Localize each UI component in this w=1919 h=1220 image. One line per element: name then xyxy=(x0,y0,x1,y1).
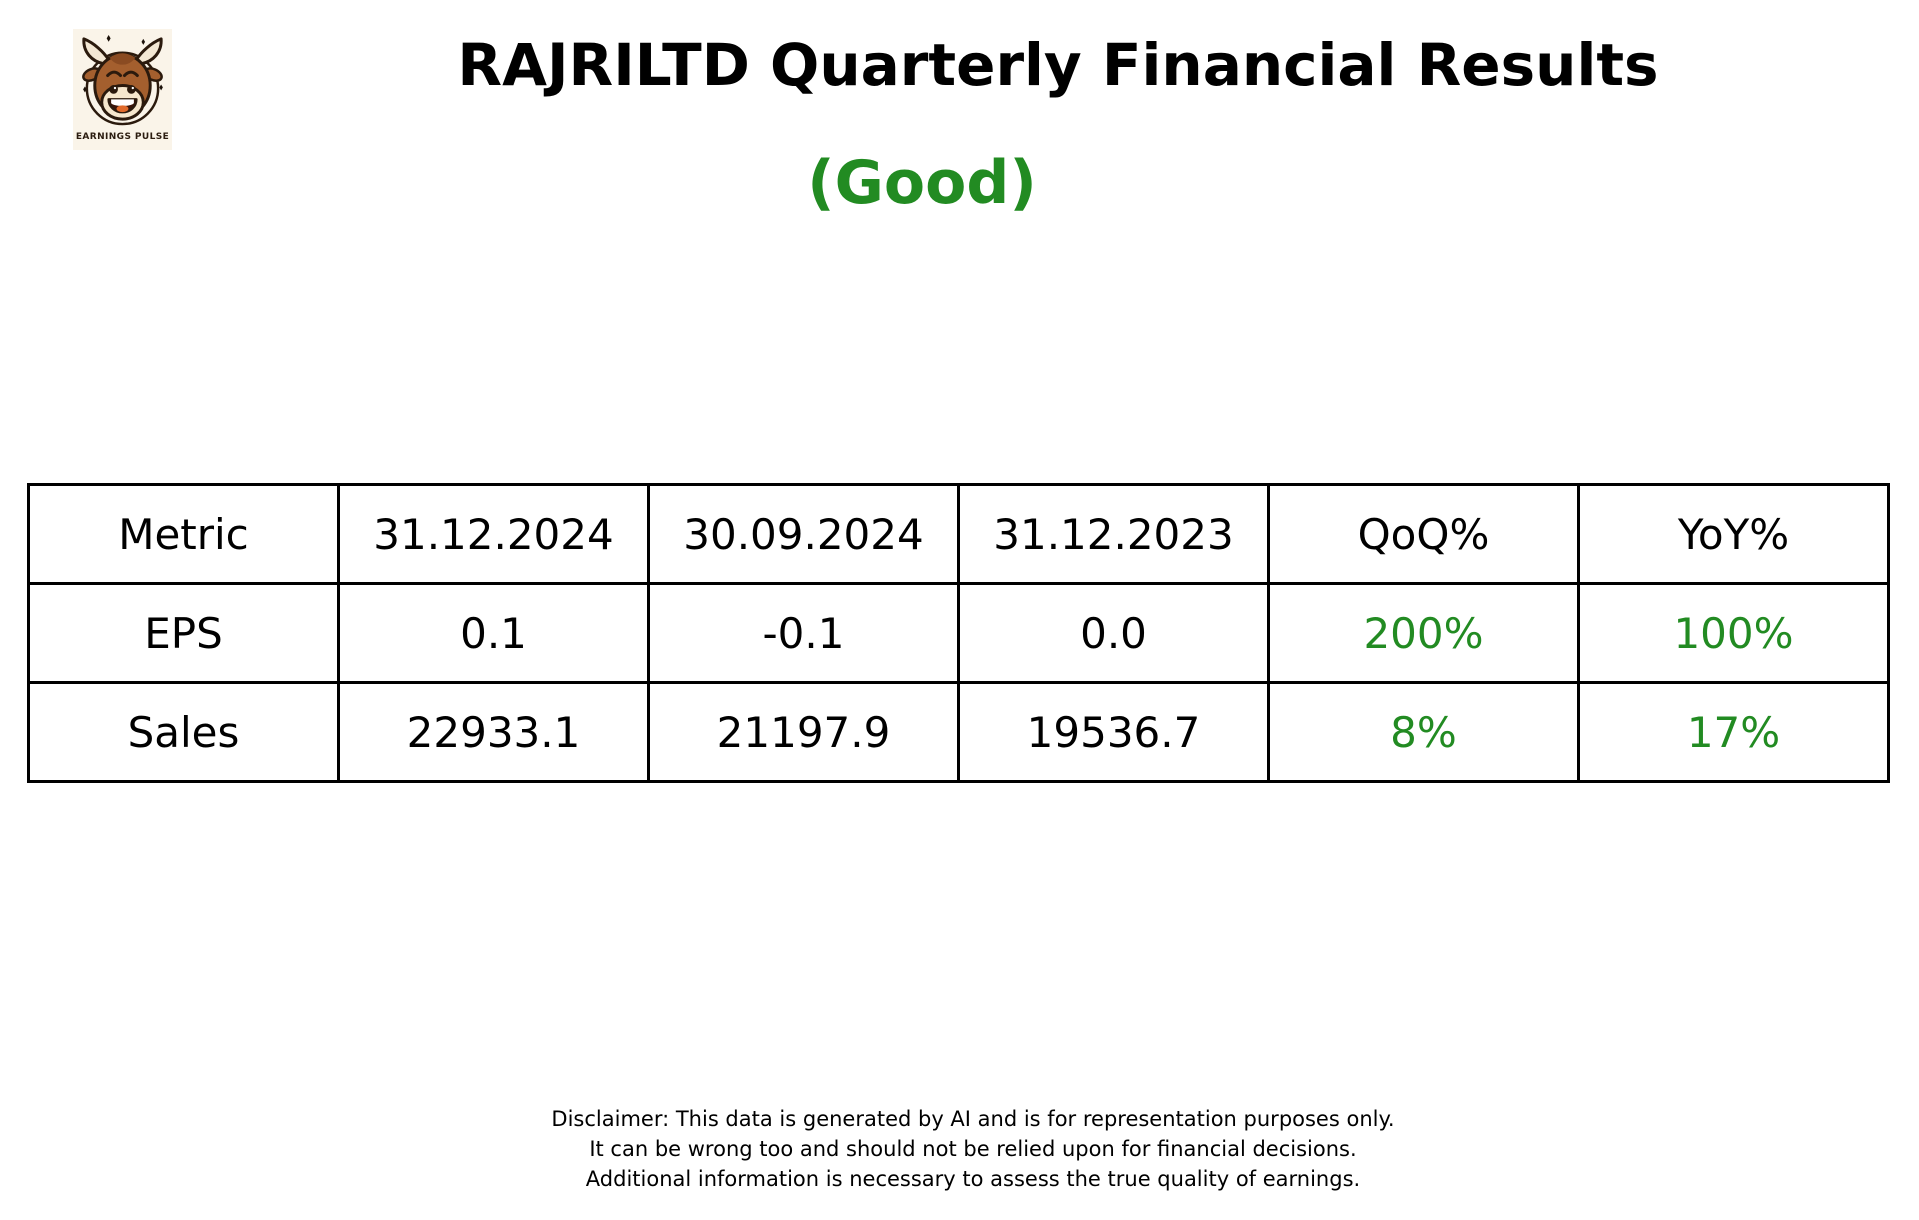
brand-logo: EARNINGS PULSE xyxy=(73,29,172,150)
cell-sales-qoq: 8% xyxy=(1267,681,1580,783)
col-header-q-previous: 30.09.2024 xyxy=(647,483,960,585)
col-header-yoy: YoY% xyxy=(1577,483,1890,585)
brand-name: EARNINGS PULSE xyxy=(75,132,170,142)
bull-mascot-icon xyxy=(73,29,172,133)
col-header-q-yearago: 31.12.2023 xyxy=(957,483,1270,585)
verdict-label: (Good) xyxy=(807,148,1037,218)
col-header-metric: Metric xyxy=(27,483,340,585)
cell-eps-qoq: 200% xyxy=(1267,582,1580,684)
col-header-qoq: QoQ% xyxy=(1267,483,1580,585)
cell-sales-q-current: 22933.1 xyxy=(337,681,650,783)
table-row-eps: EPS 0.1 -0.1 0.0 200% 100% xyxy=(27,582,1890,684)
cell-eps-yoy: 100% xyxy=(1577,582,1890,684)
results-table: Metric 31.12.2024 30.09.2024 31.12.2023 … xyxy=(27,483,1890,783)
cell-sales-q-yearago: 19536.7 xyxy=(957,681,1270,783)
cell-eps-q-previous: -0.1 xyxy=(647,582,960,684)
cell-sales-yoy: 17% xyxy=(1577,681,1890,783)
table-row-sales: Sales 22933.1 21197.9 19536.7 8% 17% xyxy=(27,681,1890,783)
disclaimer: Disclaimer: This data is generated by AI… xyxy=(551,1104,1394,1194)
cell-sales-metric: Sales xyxy=(27,681,340,783)
disclaimer-line: Disclaimer: This data is generated by AI… xyxy=(551,1107,1395,1131)
table-header-row: Metric 31.12.2024 30.09.2024 31.12.2023 … xyxy=(27,483,1890,585)
disclaimer-line: Additional information is necessary to a… xyxy=(585,1167,1361,1191)
page-title: RAJRILTD Quarterly Financial Results xyxy=(457,31,1659,99)
cell-sales-q-previous: 21197.9 xyxy=(647,681,960,783)
cell-eps-metric: EPS xyxy=(27,582,340,684)
disclaimer-line: It can be wrong too and should not be re… xyxy=(589,1137,1357,1161)
cell-eps-q-yearago: 0.0 xyxy=(957,582,1270,684)
cell-eps-q-current: 0.1 xyxy=(337,582,650,684)
col-header-q-current: 31.12.2024 xyxy=(337,483,650,585)
